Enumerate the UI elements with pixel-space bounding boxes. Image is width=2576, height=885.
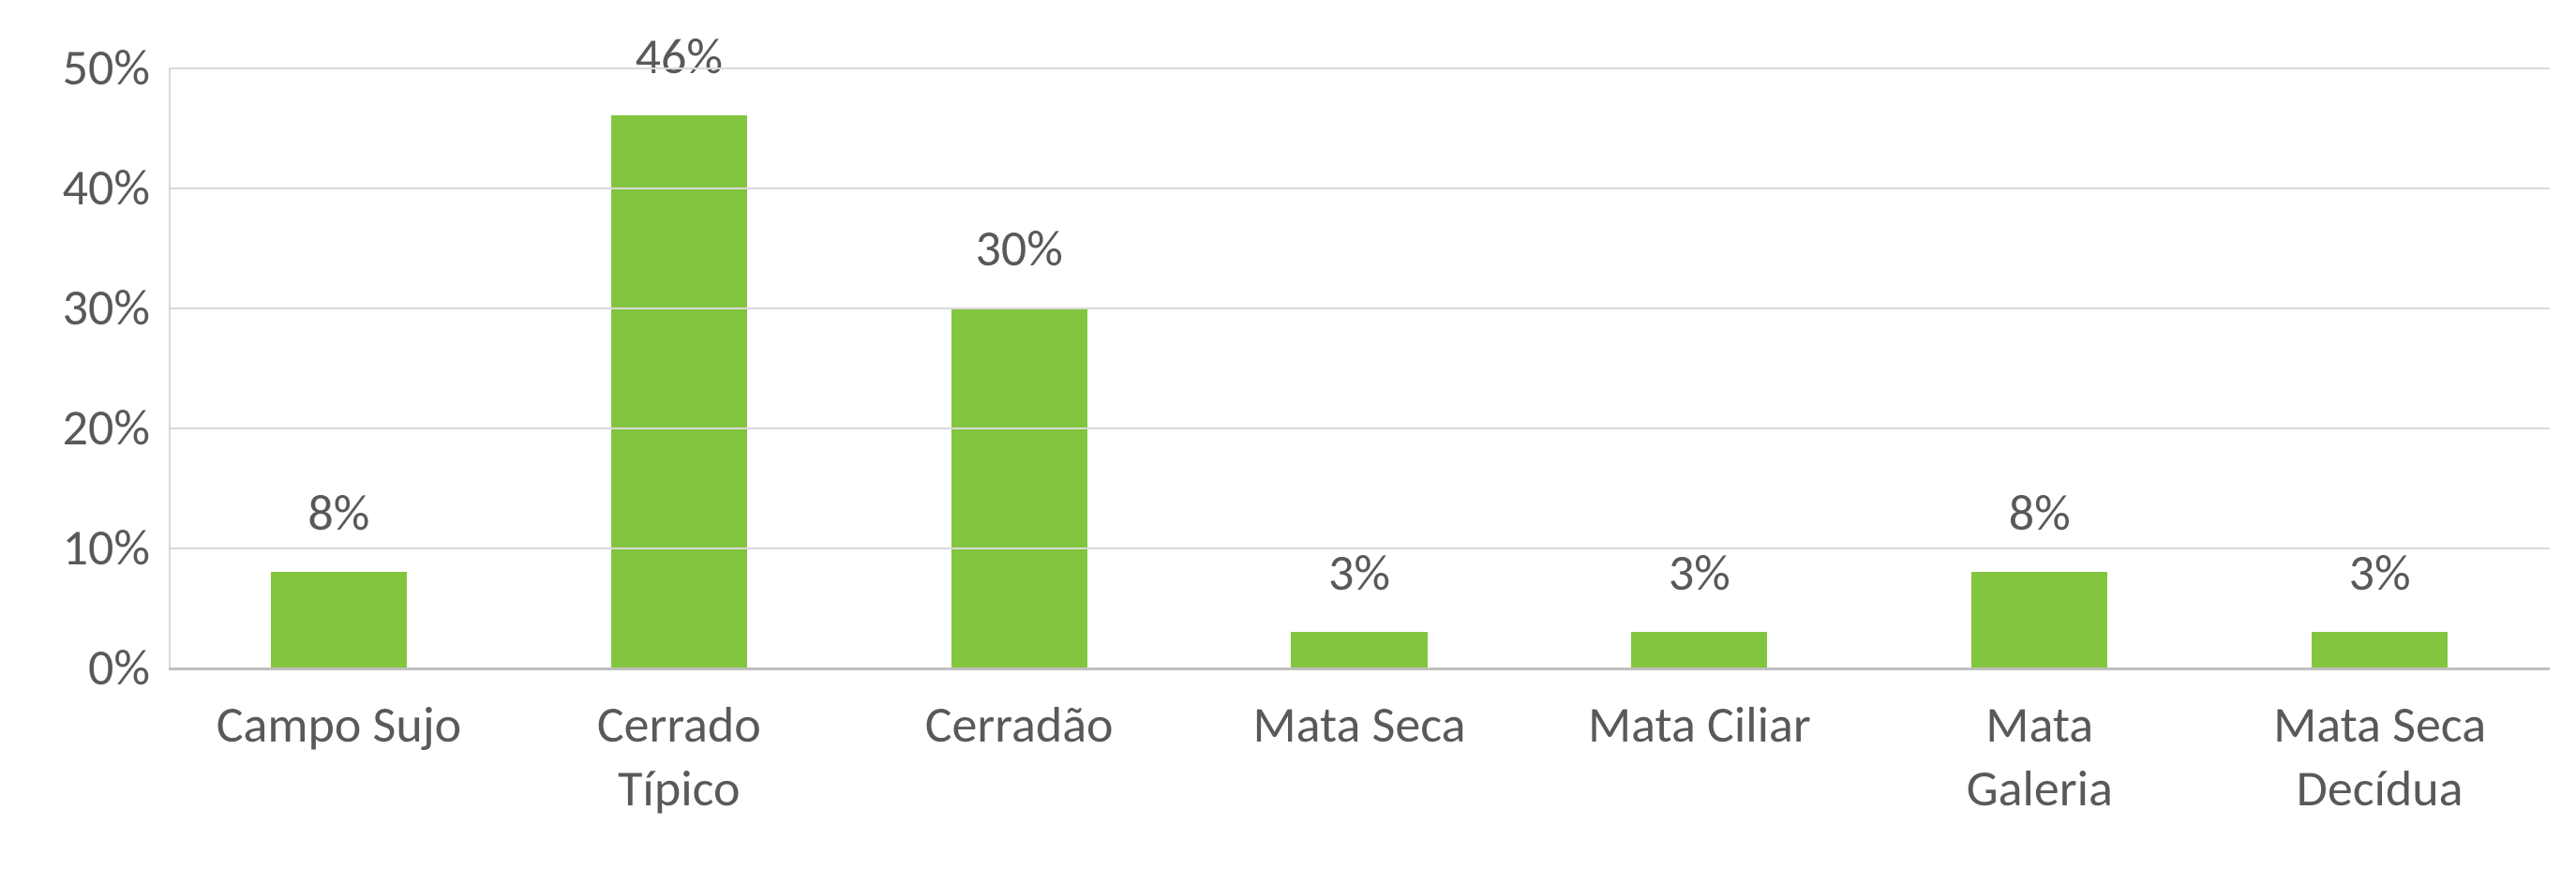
gridline — [169, 308, 2550, 309]
bar-slot: 46% — [509, 68, 849, 668]
y-tick-label: 40% — [63, 157, 150, 218]
x-axis-label-line: Cerrado — [515, 694, 844, 758]
gridline — [169, 188, 2550, 189]
bar — [1291, 632, 1427, 668]
bar — [271, 572, 407, 668]
bar-slot: 8% — [1869, 68, 2209, 668]
x-axis-label: Cerradão — [849, 694, 1190, 820]
bar-value-label: 3% — [2349, 542, 2411, 604]
y-tick-label: 20% — [63, 397, 150, 458]
x-axis-label: MataGaleria — [1869, 694, 2209, 820]
x-axis-labels: Campo SujoCerradoTípicoCerradãoMata Seca… — [169, 694, 2550, 820]
bar-slot: 3% — [1190, 68, 1530, 668]
bar-value-label: 46% — [636, 25, 723, 87]
x-axis-label: Mata Seca — [1190, 694, 1530, 820]
bar-value-label: 8% — [2009, 482, 2071, 544]
x-axis-label-line: Mata Seca — [1195, 694, 1524, 758]
gridline — [169, 428, 2550, 429]
gridline — [169, 548, 2550, 549]
x-axis-label: CerradoTípico — [509, 694, 849, 820]
x-axis-label-line: Mata Ciliar — [1535, 694, 1864, 758]
bar-slot: 3% — [1529, 68, 1869, 668]
bar — [1971, 572, 2107, 668]
bar-slot: 8% — [169, 68, 509, 668]
x-axis-label-line: Cerradão — [855, 694, 1184, 758]
bar-value-label: 3% — [1328, 542, 1390, 604]
y-tick-label: 50% — [63, 37, 150, 98]
y-tick-label: 0% — [88, 637, 150, 698]
gridline — [169, 668, 2550, 670]
plot-area: 8% 46% 30% 3% 3% 8% 3% — [169, 68, 2550, 668]
bar — [611, 115, 747, 668]
bar-chart: 8% 46% 30% 3% 3% 8% 3% Campo SujoCerradoTípico… — [0, 0, 2576, 885]
y-tick-label: 30% — [63, 277, 150, 338]
x-axis-label-line: Mata — [1875, 694, 2204, 758]
x-axis-label-line: Decídua — [2215, 758, 2544, 821]
x-axis-label-line: Galeria — [1875, 758, 2204, 821]
bar-value-label: 3% — [1669, 542, 1730, 604]
bar — [1631, 632, 1767, 668]
x-axis-label-line: Campo Sujo — [174, 694, 503, 758]
bars-container: 8% 46% 30% 3% 3% 8% 3% — [169, 68, 2550, 668]
x-axis-label: Mata Ciliar — [1529, 694, 1869, 820]
bar-slot: 3% — [2209, 68, 2550, 668]
gridline — [169, 68, 2550, 69]
bar — [2312, 632, 2448, 668]
bar-value-label: 8% — [307, 482, 369, 544]
x-axis-label: Mata SecaDecídua — [2209, 694, 2550, 820]
y-tick-label: 10% — [63, 517, 150, 578]
bar — [951, 308, 1087, 668]
x-axis-label: Campo Sujo — [169, 694, 509, 820]
bar-slot: 30% — [849, 68, 1190, 668]
bar-value-label: 30% — [975, 218, 1062, 279]
x-axis-label-line: Mata Seca — [2215, 694, 2544, 758]
x-axis-label-line: Típico — [515, 758, 844, 821]
